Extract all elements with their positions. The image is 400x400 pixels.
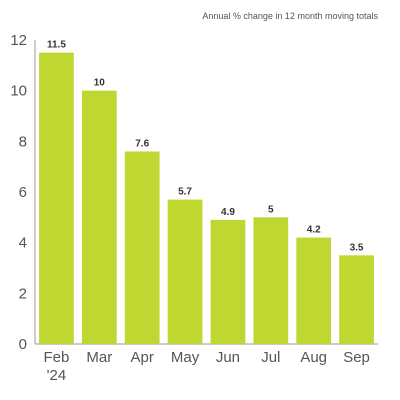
y-tick-label: 2: [19, 285, 27, 302]
data-label: 7.6: [135, 138, 149, 149]
x-tick-label: May: [171, 349, 200, 366]
x-tick-sublabel: '24: [47, 367, 67, 384]
bars: [39, 52, 374, 345]
x-tick-label: Mar: [86, 349, 112, 366]
bar-feb: [39, 52, 74, 345]
y-tick-label: 4: [19, 235, 27, 252]
y-tick-label: 12: [10, 32, 27, 49]
bar-jul: [253, 217, 289, 344]
bar-apr: [124, 151, 160, 344]
y-tick-label: 10: [10, 83, 27, 100]
x-axis-ticks: Feb'24 Mar Apr May Jun Jul Aug Sep: [44, 349, 370, 384]
x-tick-label: Jul: [261, 349, 280, 366]
y-tick-label: 6: [19, 184, 27, 201]
x-tick-label: Jun: [216, 349, 240, 366]
data-label: 3.5: [350, 242, 364, 253]
y-tick-label: 0: [19, 336, 27, 353]
data-label: 5.7: [178, 187, 192, 198]
bar-mar: [81, 90, 117, 344]
y-axis-ticks: 0 2 4 6 8 10 12: [10, 32, 27, 353]
data-labels: 11.5 10 7.6 5.7 4.9 5 4.2 3.5: [47, 40, 364, 254]
y-tick-label: 8: [19, 133, 27, 150]
data-label: 4.9: [221, 207, 235, 218]
x-tick-label: Aug: [300, 349, 327, 366]
bar-may: [167, 199, 203, 344]
chart-subtitle: Annual % change in 12 month moving total…: [202, 11, 378, 21]
x-tick-label: Sep: [343, 349, 370, 366]
data-label: 10: [94, 78, 106, 89]
x-tick-label: Feb: [44, 349, 70, 366]
bar-aug: [296, 237, 332, 344]
bar-jun: [210, 219, 246, 344]
data-label: 11.5: [47, 40, 66, 51]
data-label: 5: [268, 204, 274, 215]
x-tick-label: Apr: [131, 349, 154, 366]
bar-sep: [339, 255, 374, 344]
data-label: 4.2: [307, 225, 321, 236]
